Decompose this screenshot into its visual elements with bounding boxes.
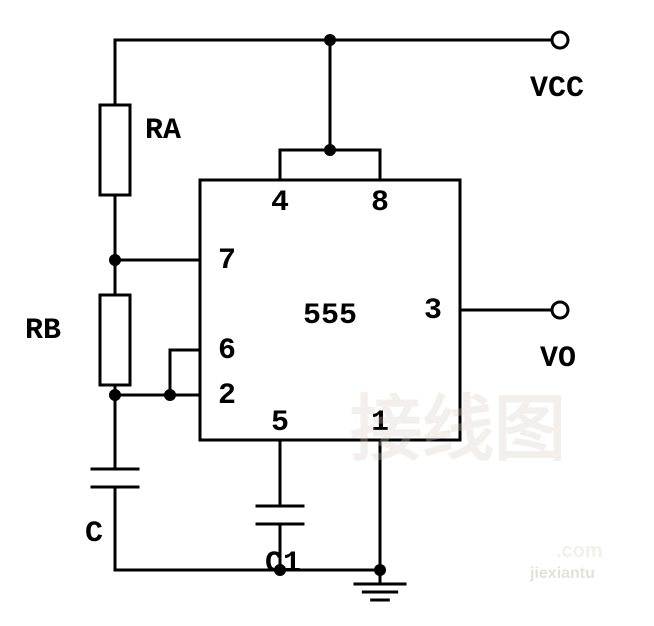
j-48-tie bbox=[324, 144, 336, 156]
vcc-label: VCC bbox=[530, 72, 584, 106]
j-vcc-mid bbox=[324, 34, 336, 46]
ic-555-label: 555 bbox=[303, 299, 357, 333]
circuit-diagram: 55548762513VCCRARBCC1VO 接线图 .com jiexian… bbox=[0, 0, 654, 621]
pin3-label: 3 bbox=[424, 294, 442, 328]
pin4-label: 4 bbox=[271, 186, 289, 220]
c-label: C bbox=[85, 517, 103, 551]
c1-label: C1 bbox=[265, 547, 301, 581]
pin6-label: 6 bbox=[218, 334, 236, 368]
rb-label: RB bbox=[25, 314, 61, 348]
resistor-rb bbox=[100, 295, 130, 385]
pin5-label: 5 bbox=[271, 406, 289, 440]
terminal-vo bbox=[552, 302, 568, 318]
pin8-label: 8 bbox=[371, 186, 389, 220]
pin7-label: 7 bbox=[218, 244, 236, 278]
terminal-vcc bbox=[552, 32, 568, 48]
schematic-svg: 555 4 8 7 6 2 5 1 3 VCC RA RB C C1 VO bbox=[0, 0, 654, 621]
resistor-ra bbox=[100, 105, 130, 195]
pin1-label: 1 bbox=[371, 406, 389, 440]
vo-label: VO bbox=[540, 342, 576, 376]
ra-label: RA bbox=[145, 114, 181, 148]
pin2-label: 2 bbox=[218, 379, 236, 413]
